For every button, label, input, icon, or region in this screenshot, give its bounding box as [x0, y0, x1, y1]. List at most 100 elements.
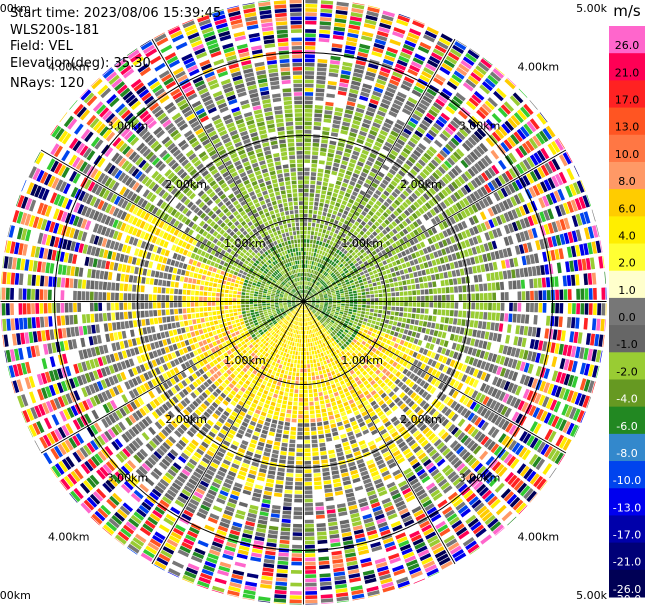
velocity-gate — [501, 420, 510, 431]
velocity-gate — [495, 354, 502, 364]
velocity-gate — [411, 481, 421, 490]
velocity-gate — [451, 74, 463, 84]
velocity-gate — [539, 480, 548, 491]
velocity-gate — [423, 414, 431, 423]
velocity-gate — [332, 300, 337, 302]
velocity-gate — [208, 465, 217, 473]
velocity-gate — [336, 1, 349, 7]
velocity-gate — [309, 293, 313, 297]
velocity-gate — [345, 272, 351, 276]
velocity-gate — [347, 212, 354, 218]
velocity-gate — [371, 224, 377, 230]
velocity-gate — [352, 324, 357, 328]
velocity-gate — [298, 398, 303, 402]
velocity-gate — [306, 295, 309, 299]
velocity-gate — [339, 270, 344, 275]
velocity-gate — [330, 246, 335, 251]
velocity-gate — [218, 417, 225, 424]
velocity-gate — [447, 424, 456, 433]
velocity-gate — [246, 477, 255, 484]
velocity-gate — [309, 282, 312, 287]
velocity-gate — [591, 349, 598, 362]
velocity-gate — [332, 336, 337, 340]
velocity-gate — [362, 346, 368, 351]
velocity-gate — [432, 472, 443, 481]
velocity-gate — [355, 227, 361, 233]
velocity-gate — [522, 433, 532, 444]
velocity-gate — [429, 267, 435, 274]
velocity-gate — [365, 311, 370, 315]
velocity-gate — [214, 577, 227, 585]
velocity-gate — [338, 390, 344, 395]
velocity-gate — [330, 60, 340, 65]
velocity-gate — [312, 333, 315, 338]
velocity-gate — [361, 31, 374, 38]
velocity-gate — [411, 192, 418, 200]
velocity-gate — [303, 339, 306, 343]
velocity-gate — [319, 442, 326, 447]
velocity-gate — [305, 582, 317, 587]
velocity-gate — [328, 453, 336, 459]
velocity-gate — [372, 353, 378, 359]
velocity-gate — [311, 338, 314, 342]
velocity-gate — [350, 402, 356, 409]
velocity-gate — [455, 269, 461, 277]
velocity-gate — [311, 443, 318, 448]
velocity-gate — [348, 277, 353, 281]
velocity-gate — [435, 181, 443, 190]
velocity-gate — [550, 249, 556, 261]
velocity-gate — [540, 410, 548, 422]
velocity-gate — [506, 247, 513, 257]
velocity-gate — [187, 563, 200, 571]
velocity-gate — [478, 200, 486, 209]
velocity-gate — [349, 577, 362, 583]
velocity-gate — [324, 326, 329, 331]
velocity-gate — [266, 413, 273, 419]
velocity-gate — [357, 417, 364, 424]
velocity-gate — [237, 414, 244, 421]
velocity-gate — [576, 180, 585, 193]
velocity-gate — [340, 350, 346, 356]
velocity-gate — [371, 167, 378, 174]
velocity-gate — [216, 451, 225, 458]
velocity-gate — [440, 393, 447, 402]
velocity-gate — [316, 181, 322, 186]
velocity-gate — [427, 358, 434, 366]
velocity-gate — [444, 173, 453, 182]
velocity-gate — [319, 581, 332, 586]
velocity-gate — [310, 367, 315, 372]
velocity-gate — [412, 57, 424, 65]
velocity-gate — [226, 432, 234, 439]
velocity-gate — [352, 287, 357, 291]
velocity-gate — [336, 198, 342, 204]
velocity-gate — [459, 268, 465, 276]
velocity-gate — [417, 45, 430, 54]
velocity-gate — [316, 84, 325, 89]
velocity-gate — [571, 360, 578, 373]
velocity-gate — [335, 339, 340, 344]
velocity-gate — [356, 346, 362, 352]
velocity-gate — [313, 346, 317, 351]
velocity-gate — [396, 185, 404, 192]
velocity-gate — [301, 305, 303, 310]
velocity-gate — [491, 205, 499, 215]
velocity-gate — [480, 330, 486, 339]
velocity-gate — [305, 285, 307, 290]
velocity-gate — [308, 313, 310, 317]
velocity-gate — [455, 148, 465, 158]
velocity-gate — [554, 316, 559, 327]
velocity-gate — [336, 297, 341, 300]
velocity-gate — [365, 308, 370, 312]
velocity-gate — [187, 502, 198, 510]
velocity-gate — [346, 395, 353, 401]
velocity-gate — [394, 397, 401, 404]
velocity-gate — [314, 248, 318, 253]
velocity-gate — [434, 362, 441, 370]
velocity-gate — [336, 176, 343, 182]
velocity-gate — [467, 543, 480, 554]
velocity-gate — [327, 269, 331, 274]
velocity-gate — [332, 301, 337, 303]
velocity-gate — [358, 204, 365, 210]
velocity-gate — [345, 294, 349, 297]
velocity-gate — [459, 199, 467, 209]
